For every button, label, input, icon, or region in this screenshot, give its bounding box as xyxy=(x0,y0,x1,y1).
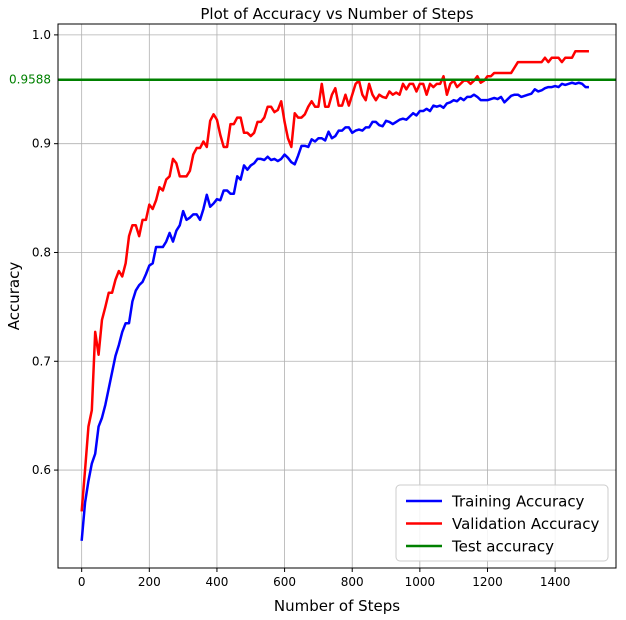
x-tick-label: 800 xyxy=(341,575,364,589)
x-tick-label: 1400 xyxy=(540,575,571,589)
chart-title: Plot of Accuracy vs Number of Steps xyxy=(200,5,473,23)
x-axis-ticks: 0 200 400 600 800 1000 1200 1400 xyxy=(78,568,571,589)
x-axis-label: Number of Steps xyxy=(274,597,400,615)
y-tick-label: 0.8 xyxy=(32,245,51,259)
y-axis-ticks: 0.6 0.7 0.8 0.9 1.0 xyxy=(32,28,58,477)
x-tick-label: 400 xyxy=(205,575,228,589)
x-tick-label: 1000 xyxy=(405,575,436,589)
y-gridlines xyxy=(58,34,616,471)
x-tick-label: 0 xyxy=(78,575,86,589)
series-line-validation-accuracy xyxy=(80,49,589,512)
y-tick-label: 0.7 xyxy=(32,354,51,368)
y-tick-label: 1.0 xyxy=(32,28,51,42)
legend-label-training-accuracy: Training Accuracy xyxy=(451,493,585,511)
y-axis-label: Accuracy xyxy=(5,262,23,331)
legend-label-validation-accuracy: Validation Accuracy xyxy=(452,515,599,533)
reference-label-layer: 0.9588 xyxy=(9,73,51,87)
x-tick-label: 1200 xyxy=(472,575,503,589)
series-layer xyxy=(58,49,616,541)
series-line-training-accuracy xyxy=(80,81,589,541)
legend: Training Accuracy Validation Accuracy Test… xyxy=(395,484,609,562)
x-tick-label: 600 xyxy=(273,575,296,589)
y-tick-label: 0.9 xyxy=(32,137,51,151)
y-tick-label: 0.6 xyxy=(32,463,51,477)
x-tick-label: 200 xyxy=(138,575,161,589)
legend-box xyxy=(395,484,609,562)
legend-items: Training Accuracy Validation Accuracy Test… xyxy=(406,493,599,556)
reference-line-label: 0.9588 xyxy=(9,73,51,87)
legend-label-test-accuracy: Test accuracy xyxy=(451,538,554,556)
plot-area xyxy=(57,23,617,569)
plot-frame xyxy=(57,23,617,569)
